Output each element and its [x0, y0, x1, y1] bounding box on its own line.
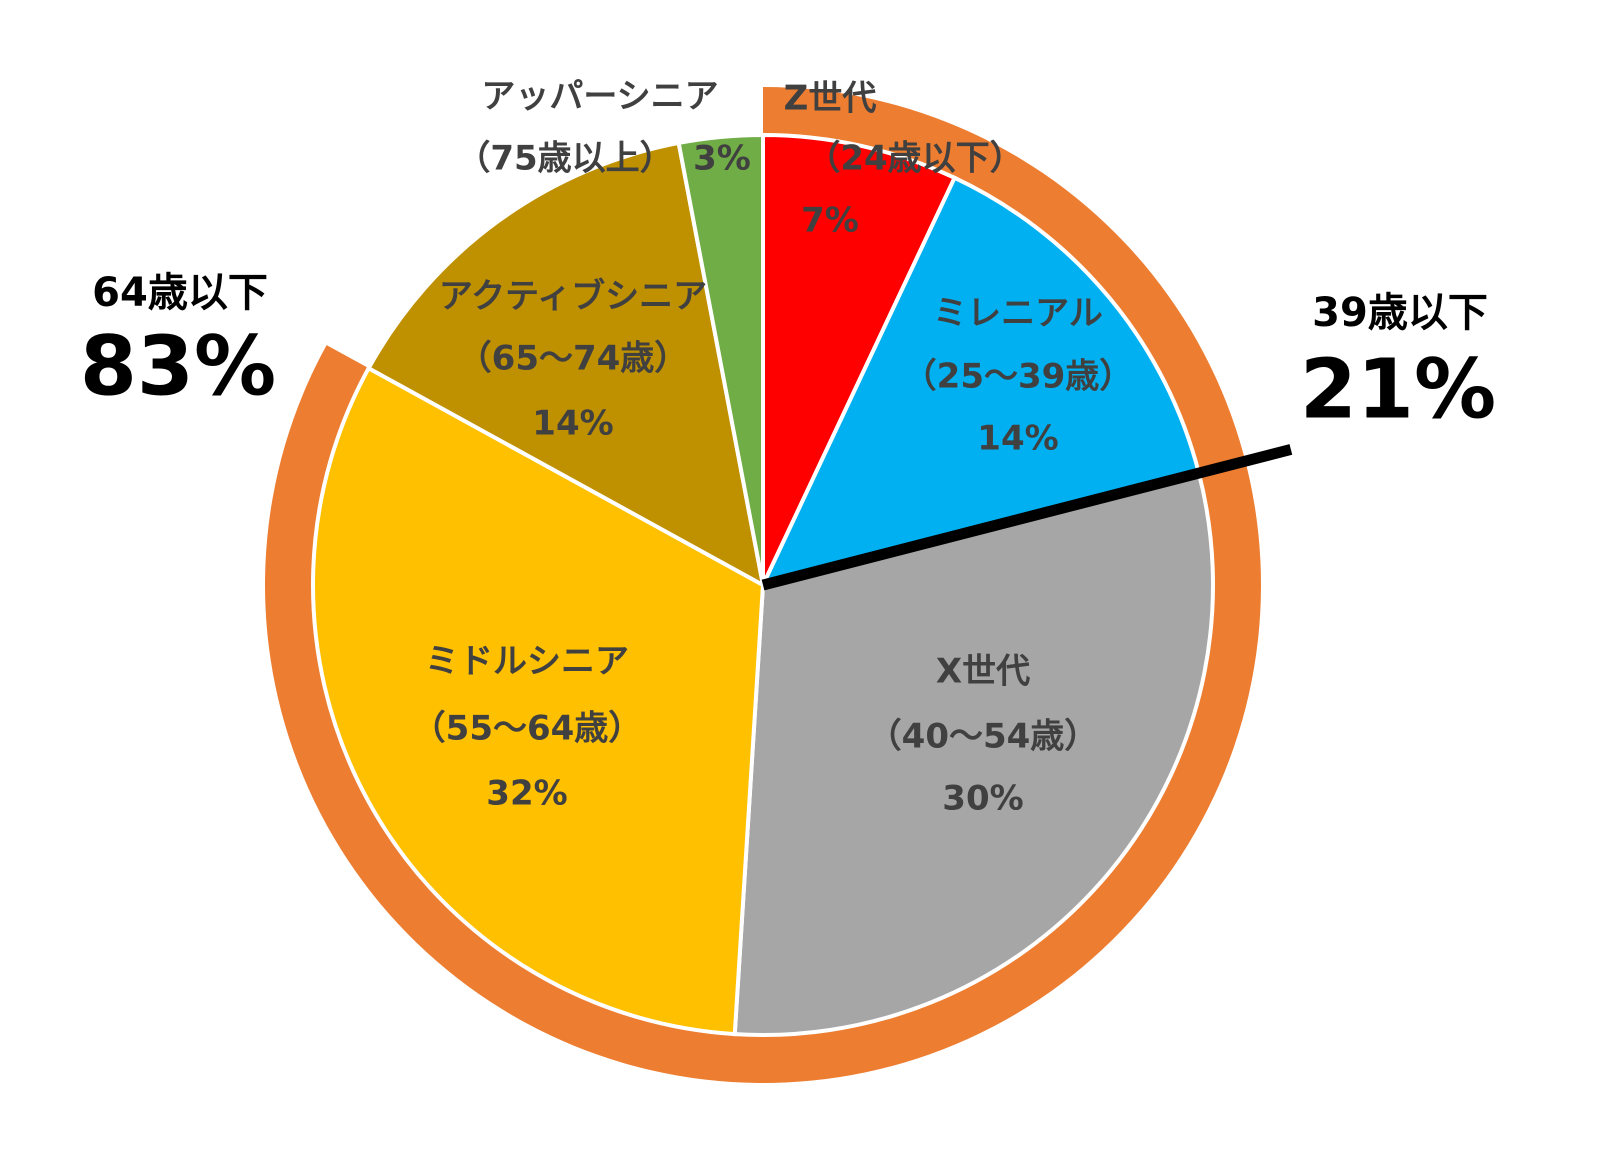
slice-name: アクティブシニア	[439, 277, 707, 317]
slice-name: ミレニアル	[933, 294, 1103, 334]
slice-age-range: （75歳以上）	[456, 139, 673, 179]
slice-value-label: 3%	[693, 139, 751, 179]
annotation-value: 21%	[1300, 342, 1496, 437]
slice-value-label: 14%	[532, 404, 613, 444]
pie-slice	[311, 365, 766, 1037]
slice-age-range: （25～39歳）	[903, 357, 1134, 397]
slice-name: ミドルシニア	[425, 642, 629, 682]
slice-value-label: 7%	[801, 201, 859, 241]
pie-slice	[676, 132, 765, 586]
slice-value-label: 32%	[486, 774, 567, 814]
annotation-label: 64歳以下	[92, 270, 268, 316]
slice-age-range: （24歳以下）	[806, 139, 1023, 179]
slice-name: アッパーシニア	[481, 77, 718, 117]
pie-slice	[732, 470, 1215, 1037]
slice-value-label: 14%	[977, 419, 1058, 459]
pie-slice	[761, 132, 958, 586]
annotation-value: 83%	[80, 319, 276, 414]
slice-name: Z世代	[784, 79, 877, 119]
slice-name: X世代	[936, 652, 1030, 692]
divider-line	[761, 444, 1293, 591]
pie-slice	[759, 175, 1202, 588]
annotation-label: 39歳以下	[1312, 290, 1488, 336]
slice-value-label: 30%	[942, 779, 1023, 819]
pie-slice	[365, 140, 766, 589]
slice-age-range: （55～64歳）	[412, 709, 643, 749]
slice-age-range: （65～74歳）	[458, 339, 689, 379]
slice-age-range: （40～54歳）	[868, 717, 1099, 757]
